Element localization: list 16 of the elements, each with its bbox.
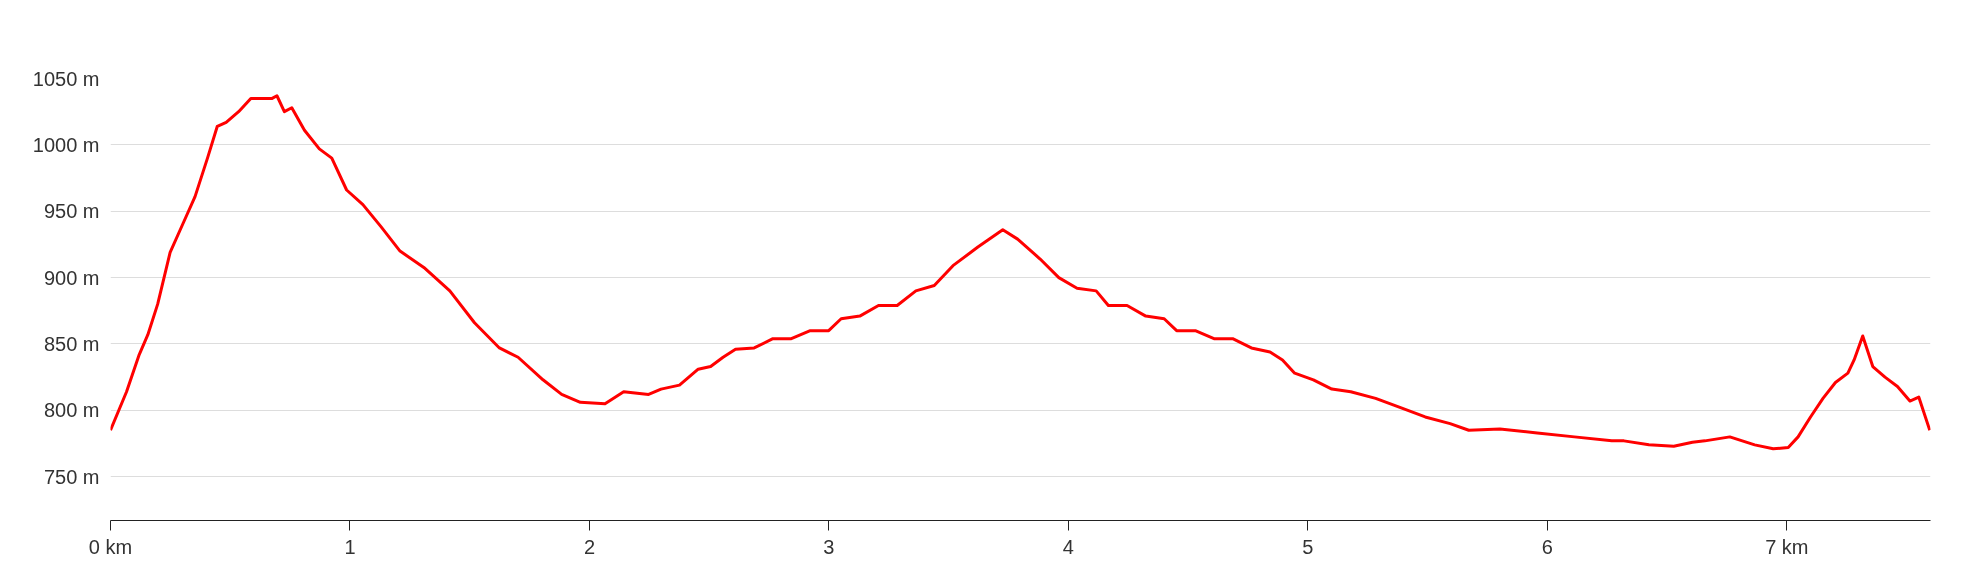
x-tick-label: 2 — [583, 535, 596, 558]
y-tick-label: 750 m — [43, 465, 100, 488]
x-tick-label: 0 km — [88, 535, 133, 558]
x-tick-label: 5 — [1302, 535, 1314, 558]
x-tick-label: 7 km — [1765, 535, 1809, 558]
x-tick-label: 4 — [1062, 535, 1074, 558]
y-tick-label: 950 m — [43, 200, 100, 223]
y-tick-label: 800 m — [43, 399, 100, 422]
y-tick-label: 900 m — [43, 266, 100, 289]
x-tick-label: 1 — [344, 535, 356, 558]
x-tick-label: 6 — [1541, 535, 1553, 558]
y-tick-label: 1000 m — [32, 133, 100, 156]
y-tick-label: 1050 m — [32, 67, 100, 90]
y-tick-label: 850 m — [43, 332, 100, 355]
x-tick-label: 3 — [823, 535, 835, 558]
line-series — [110, 94, 1931, 451]
